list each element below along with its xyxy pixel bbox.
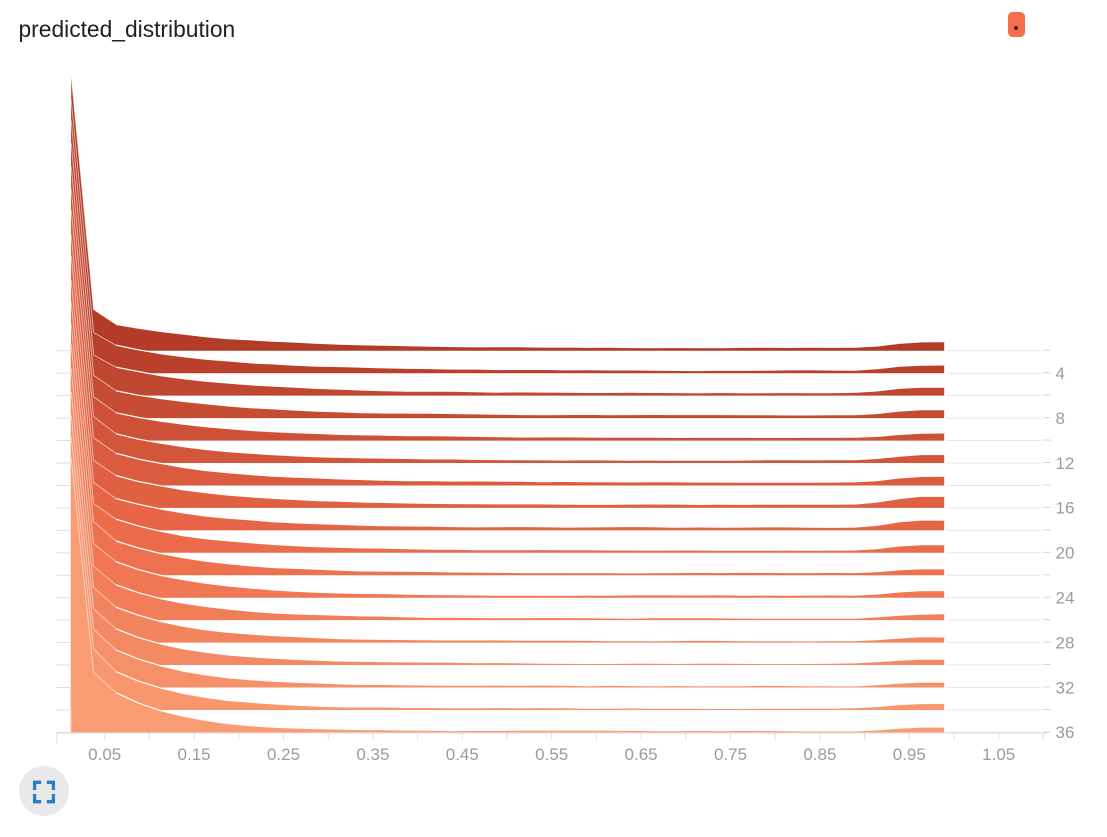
svg-text:4: 4 xyxy=(1056,364,1065,383)
svg-text:0.45: 0.45 xyxy=(446,745,479,764)
svg-text:0.05: 0.05 xyxy=(88,745,121,764)
svg-text:0.15: 0.15 xyxy=(178,745,211,764)
svg-text:0.25: 0.25 xyxy=(267,745,300,764)
svg-text:0.65: 0.65 xyxy=(625,745,658,764)
svg-text:0.75: 0.75 xyxy=(714,745,747,764)
svg-text:8: 8 xyxy=(1056,409,1065,428)
svg-text:0.85: 0.85 xyxy=(803,745,836,764)
svg-text:24: 24 xyxy=(1056,589,1075,608)
svg-text:0.35: 0.35 xyxy=(356,745,389,764)
svg-text:16: 16 xyxy=(1056,499,1075,518)
svg-text:12: 12 xyxy=(1056,454,1075,473)
svg-text:28: 28 xyxy=(1056,633,1075,652)
svg-text:0.95: 0.95 xyxy=(893,745,926,764)
svg-text:20: 20 xyxy=(1056,544,1075,563)
svg-text:1.05: 1.05 xyxy=(982,745,1015,764)
svg-text:32: 32 xyxy=(1056,678,1075,697)
svg-text:0.55: 0.55 xyxy=(535,745,568,764)
svg-text:36: 36 xyxy=(1056,723,1075,742)
